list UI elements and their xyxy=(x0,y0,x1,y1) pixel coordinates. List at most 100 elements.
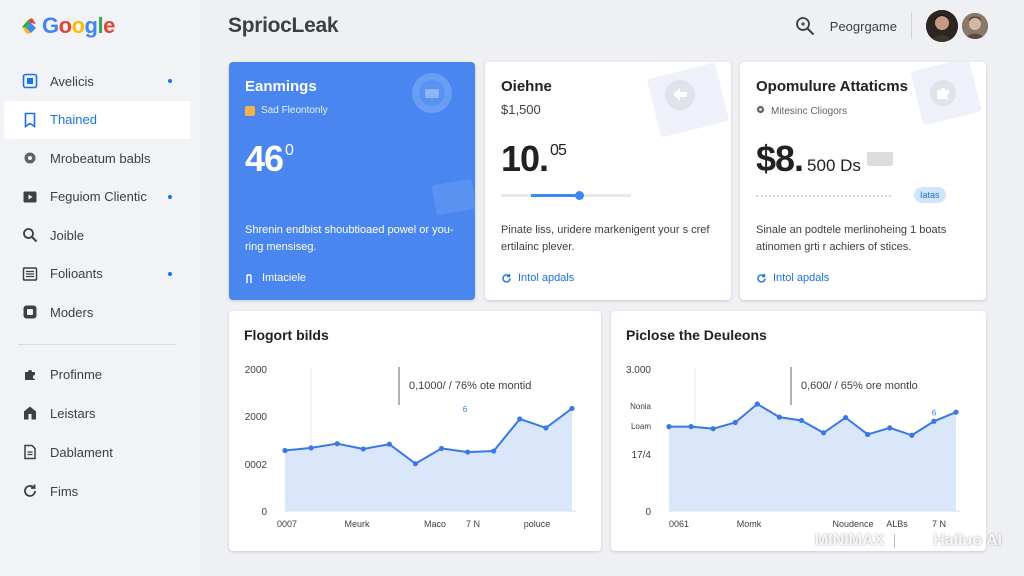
unread-dot xyxy=(168,79,172,84)
data-point xyxy=(569,405,575,412)
chart-annotation: 0,1000/ / 76% ote montid xyxy=(409,380,531,392)
data-point xyxy=(776,414,782,420)
dotted-divider xyxy=(756,195,891,197)
card-link[interactable]: Intol apdals xyxy=(756,272,829,284)
refresh-icon xyxy=(756,273,767,284)
x-tick-label: ALBs xyxy=(886,519,908,529)
progress-slider[interactable] xyxy=(501,191,631,200)
x-tick-label: Momk xyxy=(737,519,762,529)
opportunity-card[interactable]: Opomulure Attaticms Mitesinc Cliogors $8… xyxy=(740,62,986,300)
square-icon xyxy=(22,304,38,320)
sidebar-item-mrobeatum-babls[interactable]: Mrobeatum babls xyxy=(4,139,190,178)
sidebar-item-label: Moders xyxy=(50,304,94,320)
marker-label: 6 xyxy=(932,408,937,417)
card-subtitle: Sad Fleontonly xyxy=(245,105,328,116)
y-tick-label: 17/4 xyxy=(632,450,652,461)
line-chart[interactable]: 2000 2000 0002 0 0007 Meurk Maco 7 N poluce 0,100… xyxy=(229,311,601,551)
data-point xyxy=(754,401,760,407)
sidebar-item-label: Profinme xyxy=(50,366,103,382)
refresh-icon xyxy=(22,483,38,499)
x-tick-label: poluce xyxy=(524,519,551,529)
card-title: Opomulure Attaticms xyxy=(756,78,908,95)
data-point xyxy=(798,417,805,424)
x-tick-label: Maco xyxy=(424,519,446,529)
card-link[interactable]: Imtaciele xyxy=(245,272,306,284)
avatar-secondary[interactable] xyxy=(962,13,988,39)
waveform-icon xyxy=(787,532,805,550)
card-link[interactable]: Intol apdals xyxy=(501,272,574,284)
sidebar-item-moders[interactable]: Moders xyxy=(4,293,190,332)
card-subtitle-text: Sad Fleontonly xyxy=(261,105,328,116)
link-icon xyxy=(245,273,256,284)
metric-suffix: 0 xyxy=(285,142,294,159)
chart-title: Flogort bilds xyxy=(244,327,329,343)
chart-card-piclose-the-deuleons: Piclose the Deuleons 3.000 Nonia Loam 17/4 0… xyxy=(611,311,986,551)
sidebar-item-label: Mrobeatum babls xyxy=(50,150,151,166)
brand-letter: e xyxy=(103,13,115,38)
sidebar-item-label: Leistars xyxy=(50,405,96,421)
data-point xyxy=(465,449,471,455)
sidebar-item-feguiom-clientic[interactable]: Feguiom Clientic xyxy=(4,178,190,217)
sidebar-item-label: Thained xyxy=(50,112,97,128)
search-icon[interactable] xyxy=(794,15,816,37)
brand-name: Google xyxy=(42,13,115,39)
y-tick-label: 0 xyxy=(645,507,651,518)
status-badge[interactable]: Iatas xyxy=(914,187,946,203)
y-tick-label: 2000 xyxy=(245,365,268,376)
sidebar-item-fims[interactable]: Fims xyxy=(4,472,190,511)
sidebar-item-folioants[interactable]: Folioants xyxy=(4,255,190,294)
data-point xyxy=(843,414,849,421)
x-tick-label: 0007 xyxy=(277,519,297,529)
line-chart[interactable]: 3.000 Nonia Loam 17/4 0 0061 Momk Noudence ALBs 7… xyxy=(611,311,986,551)
data-point xyxy=(909,432,915,438)
house-icon xyxy=(22,405,38,421)
sidebar-item-dablament[interactable]: Dablament xyxy=(4,433,190,472)
y-tick-label: 0 xyxy=(261,507,267,518)
metric-value: 10. xyxy=(501,138,549,179)
gear-icon xyxy=(756,105,765,117)
sidebar-item-thained[interactable]: Thained xyxy=(4,100,190,139)
refresh-badge-icon xyxy=(659,74,701,116)
sidebar-nav: Avelicis Thained Mrobeatum babls Feguiom… xyxy=(4,62,190,511)
y-tick-label: 3.000 xyxy=(626,365,651,376)
data-point xyxy=(688,424,694,430)
x-tick-label: 7 N xyxy=(466,519,480,529)
metric-value: $8. xyxy=(756,138,804,179)
card-title: Oiehne xyxy=(501,78,552,95)
sidebar-item-label: Fims xyxy=(50,483,79,499)
chart-title: Piclose the Deuleons xyxy=(626,327,767,343)
decoration-shape xyxy=(431,178,475,216)
data-point xyxy=(820,430,827,436)
brand-logo[interactable]: Google xyxy=(18,12,115,40)
metric-unit: 500 Ds xyxy=(807,156,861,175)
sidebar-item-profinme[interactable]: Profinme xyxy=(4,355,190,394)
sidebar-divider xyxy=(18,343,176,345)
sidebar-item-avelicis[interactable]: Avelicis xyxy=(4,62,190,101)
card-subtitle: Mitesinc Cliogors xyxy=(756,105,847,117)
online-card[interactable]: Oiehne $1,500 10. 05 Pinate liss, uridere… xyxy=(485,62,731,300)
card-link-label: Intol apdals xyxy=(518,272,575,284)
sidebar-item-label: Avelicis xyxy=(50,73,94,89)
brand-letter: o xyxy=(58,13,72,38)
marker-label: 6 xyxy=(463,405,468,414)
avatar[interactable] xyxy=(926,10,958,42)
brand-mark-icon xyxy=(18,15,40,37)
sidebar-item-label: Joible xyxy=(50,227,84,243)
unread-dot xyxy=(168,271,172,276)
header-user-name[interactable]: Peogrgame xyxy=(829,18,897,34)
currency-chip-icon xyxy=(866,152,893,167)
x-tick-label: Meurk xyxy=(344,519,370,529)
money-icon xyxy=(411,72,453,114)
watermark: MINIMAX Hailuo AI xyxy=(787,532,1002,550)
x-tick-label: 7 N xyxy=(932,519,946,529)
header-divider xyxy=(911,13,912,39)
sidebar-item-leistars[interactable]: Leistars xyxy=(4,394,190,433)
series-line xyxy=(669,402,957,437)
data-point xyxy=(953,409,959,415)
series-area xyxy=(669,403,956,511)
y-tick-label: 2000 xyxy=(245,412,268,423)
earnings-card[interactable]: Eanmings Sad Fleontonly 46 0 Shrenin endb… xyxy=(229,62,475,300)
unread-dot xyxy=(168,194,172,199)
sidebar-item-joible[interactable]: Joible xyxy=(4,216,190,255)
slider-handle[interactable] xyxy=(575,191,584,200)
